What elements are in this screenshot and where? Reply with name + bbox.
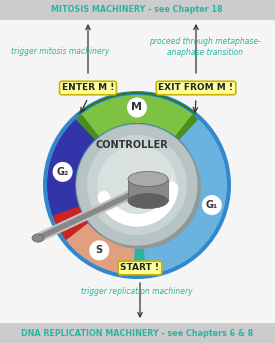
Wedge shape — [44, 92, 230, 278]
Circle shape — [87, 135, 187, 235]
Text: START !: START ! — [120, 263, 160, 272]
Text: trigger replication machinery: trigger replication machinery — [81, 287, 193, 296]
Wedge shape — [134, 246, 146, 275]
Bar — [128, 179, 168, 201]
Wedge shape — [47, 95, 227, 275]
Text: G₂: G₂ — [57, 167, 69, 177]
Text: G₁: G₁ — [206, 200, 218, 210]
Ellipse shape — [128, 172, 168, 187]
Wedge shape — [76, 114, 100, 140]
Circle shape — [76, 124, 198, 246]
Text: S: S — [96, 245, 103, 256]
Text: proceed through metaphase-
anaphase transition: proceed through metaphase- anaphase tran… — [149, 37, 261, 57]
Wedge shape — [47, 116, 98, 223]
Circle shape — [127, 97, 147, 118]
Wedge shape — [47, 116, 96, 223]
Text: DNA REPLICATION MACHINERY - see Chapters 6 & 8: DNA REPLICATION MACHINERY - see Chapters… — [21, 329, 253, 338]
Wedge shape — [175, 114, 198, 140]
Wedge shape — [53, 206, 89, 240]
Circle shape — [97, 145, 177, 225]
Text: trigger mitosis machinery: trigger mitosis machinery — [11, 47, 109, 57]
Wedge shape — [47, 116, 98, 223]
Bar — [0, 0, 275, 20]
Circle shape — [89, 240, 109, 260]
Ellipse shape — [32, 234, 44, 242]
Wedge shape — [163, 116, 227, 267]
Circle shape — [202, 195, 222, 215]
Text: EXIT FROM M !: EXIT FROM M ! — [158, 83, 233, 93]
Wedge shape — [77, 92, 197, 115]
Text: ENTER M !: ENTER M ! — [62, 83, 114, 93]
Ellipse shape — [128, 193, 168, 209]
Wedge shape — [43, 91, 231, 279]
Circle shape — [79, 127, 201, 249]
Text: M: M — [131, 103, 142, 113]
Wedge shape — [79, 95, 195, 138]
Polygon shape — [171, 173, 174, 202]
Wedge shape — [66, 223, 135, 275]
Wedge shape — [75, 123, 199, 247]
Circle shape — [53, 162, 73, 182]
Text: CONTROLLER: CONTROLLER — [96, 140, 168, 150]
Bar — [0, 323, 275, 343]
Text: MITOSIS MACHINERY - see Chapter 18: MITOSIS MACHINERY - see Chapter 18 — [51, 5, 223, 14]
